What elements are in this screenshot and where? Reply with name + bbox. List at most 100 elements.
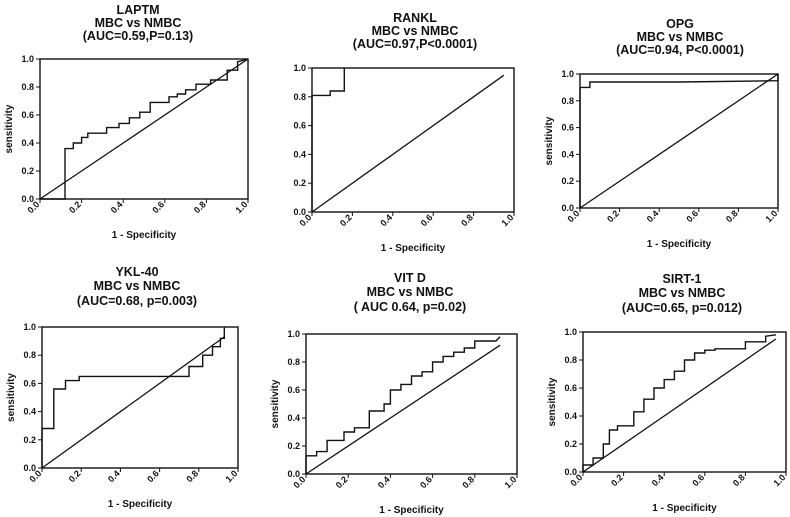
x-axis-label: 1 - Specificity: [108, 499, 173, 510]
y-tick-label: 0.6: [21, 110, 34, 120]
chart-subtitle: MBC vs NMBC: [367, 285, 454, 299]
x-axis-label: 1 - Specificity: [652, 503, 717, 514]
x-tick-label: 0.8: [459, 212, 475, 228]
roc-curve: [579, 74, 779, 208]
chart-subtitle: (AUC=0.94, P<0.0001): [616, 43, 744, 57]
y-tick-label: 0.6: [23, 378, 36, 388]
x-axis-label: 1 - Specificity: [112, 230, 177, 241]
x-tick-label: 0.6: [418, 474, 434, 490]
x-tick-label: 0.8: [731, 472, 747, 488]
x-tick-label: 0.4: [109, 199, 125, 215]
chart-title: VIT D: [394, 271, 426, 285]
chart-title: YKL-40: [115, 265, 158, 279]
x-tick-label: 1.0: [502, 474, 518, 490]
y-tick-label: 0.2: [564, 439, 577, 449]
x-tick-label: 0.6: [150, 199, 166, 215]
y-tick-label: 0.4: [23, 407, 36, 417]
y-tick-label: 0.2: [21, 166, 34, 176]
y-tick-label: 0.8: [561, 96, 574, 106]
y-axis-label: sensitivity: [4, 104, 15, 153]
y-tick-label: 0.0: [21, 194, 34, 204]
y-tick-label: 0.4: [564, 411, 577, 421]
x-axis-label: 1 - Specificity: [381, 243, 446, 254]
x-tick-label: 1.0: [763, 208, 779, 224]
chart-title: OPG: [666, 17, 694, 31]
y-axis-label: sensitivity: [6, 373, 17, 422]
chart-subtitle: MBC vs NMBC: [372, 24, 459, 38]
y-axis-label: sensitivity: [547, 377, 558, 426]
chart-title: LAPTM: [116, 3, 159, 17]
y-tick-label: 0.8: [293, 92, 306, 102]
y-tick-label: 1.0: [561, 69, 574, 79]
chart-title: SIRT-1: [663, 272, 702, 286]
chart-subtitle: MBC vs NMBC: [639, 286, 726, 300]
chart-subtitle: MBC vs NMBC: [637, 30, 724, 44]
reference-line: [579, 73, 779, 209]
x-tick-label: 0.2: [334, 474, 350, 490]
chart-title: RANKL: [393, 11, 437, 25]
x-tick-label: 0.6: [419, 212, 435, 228]
x-tick-label: 0.4: [650, 472, 666, 488]
x-tick-label: 0.8: [184, 468, 200, 484]
y-tick-label: 0.2: [287, 441, 300, 451]
y-tick-label: 1.0: [23, 322, 36, 332]
chart-subtitle: ( AUC 0.64, p=0.02): [354, 300, 466, 314]
x-tick-label: 0.2: [338, 212, 354, 228]
roc-curve: [305, 336, 501, 474]
x-tick-label: 0.2: [67, 468, 83, 484]
y-tick-label: 0.0: [564, 467, 577, 477]
reference-line: [311, 74, 505, 213]
y-tick-label: 1.0: [564, 327, 577, 337]
y-tick-label: 0.6: [564, 383, 577, 393]
chart-subtitle: MBC vs NMBC: [94, 279, 181, 293]
x-tick-label: 0.8: [460, 474, 476, 490]
y-tick-label: 0.0: [293, 207, 306, 217]
plot-frame: [582, 331, 787, 473]
x-tick-label: 1.0: [499, 212, 515, 228]
x-tick-label: 1.0: [233, 199, 249, 215]
reference-line: [41, 336, 225, 469]
y-tick-label: 0.4: [21, 138, 34, 148]
x-tick-label: 0.4: [645, 208, 661, 224]
x-tick-label: 0.2: [605, 208, 621, 224]
x-tick-label: 0.2: [67, 199, 83, 215]
chart-subtitle: MBC vs NMBC: [95, 16, 182, 30]
x-tick-label: 0.4: [106, 468, 122, 484]
reference-line: [305, 344, 501, 475]
x-tick-label: 0.8: [192, 199, 208, 215]
reference-line: [582, 338, 777, 473]
x-tick-label: 0.4: [378, 212, 394, 228]
roc-curve: [40, 58, 249, 200]
y-tick-label: 0.8: [564, 355, 577, 365]
y-tick-label: 1.0: [287, 329, 300, 339]
y-tick-label: 0.8: [23, 350, 36, 360]
x-tick-label: 1.0: [223, 468, 239, 484]
y-axis-label: sensitivity: [270, 379, 281, 428]
x-axis-label: 1 - Specificity: [647, 239, 712, 250]
y-tick-label: 0.6: [287, 385, 300, 395]
chart-subtitle: (AUC=0.59,P=0.13): [83, 29, 193, 43]
y-tick-label: 0.2: [23, 435, 36, 445]
roc-curve: [311, 68, 345, 212]
x-tick-label: 0.2: [609, 472, 625, 488]
chart-subtitle: (AUC=0.65, p=0.012): [622, 301, 742, 315]
y-tick-label: 1.0: [21, 54, 34, 64]
y-tick-label: 0.4: [293, 149, 306, 159]
y-tick-label: 0.4: [561, 149, 574, 159]
roc-curve: [41, 327, 226, 468]
plot-frame: [39, 58, 249, 200]
y-tick-label: 0.6: [561, 123, 574, 133]
chart-subtitle: (AUC=0.97,P<0.0001): [353, 37, 477, 51]
x-tick-label: 0.6: [690, 472, 706, 488]
plot-frame: [305, 333, 518, 475]
y-tick-label: 0.6: [293, 121, 306, 131]
y-tick-label: 0.0: [23, 463, 36, 473]
x-tick-label: 1.0: [771, 472, 787, 488]
plot-frame: [41, 326, 239, 469]
